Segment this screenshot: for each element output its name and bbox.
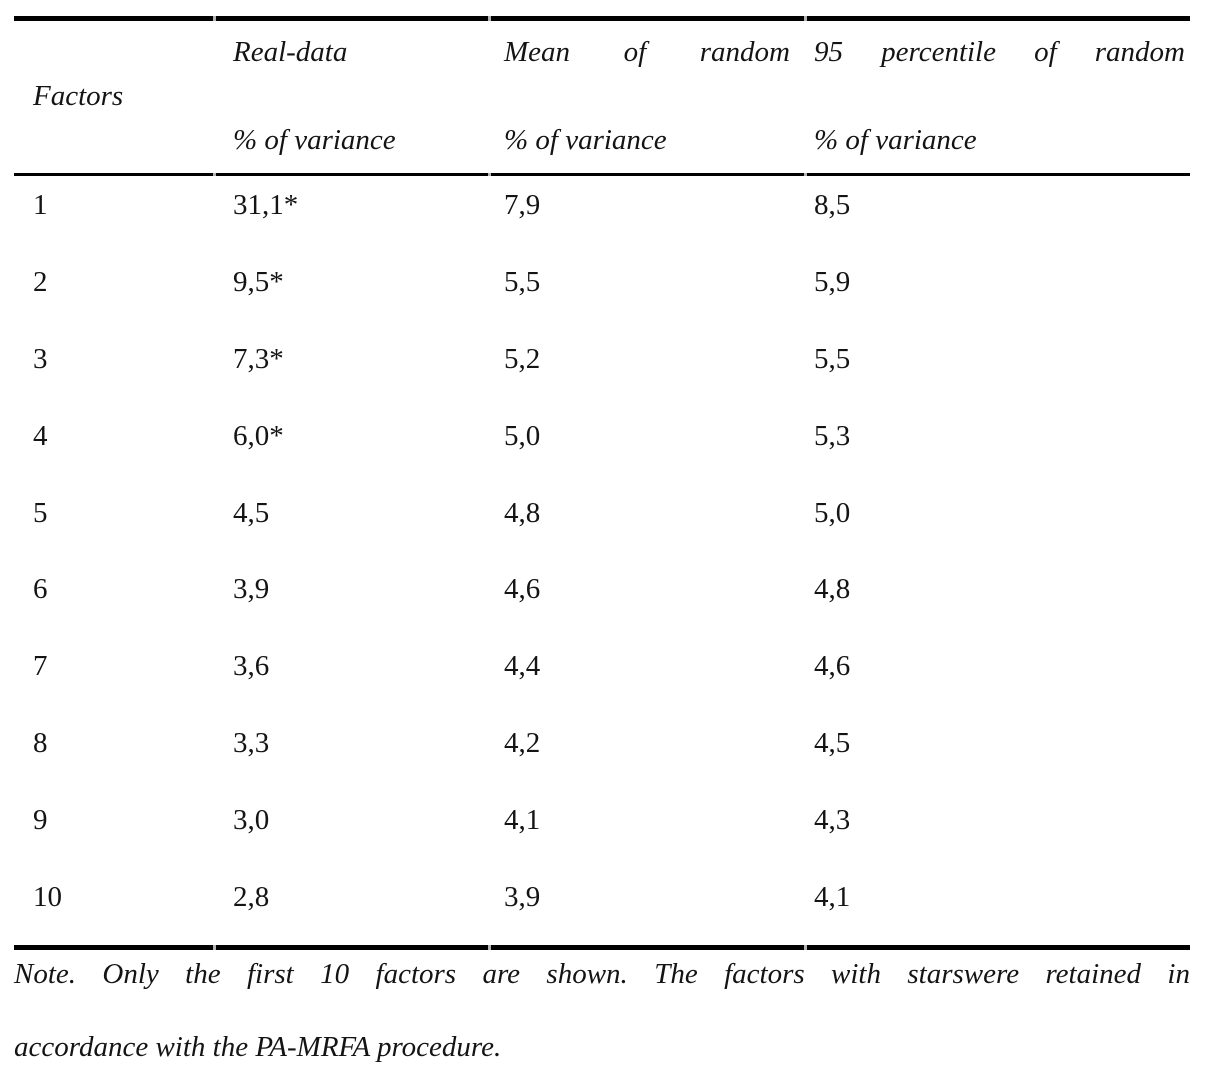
real-data-cell: 3,9 (233, 573, 270, 606)
mean-random-cell: 7,9 (504, 189, 541, 221)
header-label-mean-random: Mean of random (504, 36, 790, 68)
header-label-factors: Factors (33, 80, 124, 112)
table-header-row: Factors Real-data % of variance Mean of … (14, 21, 1190, 173)
column-divider-notch (488, 16, 491, 21)
real-data-cell: 3,0 (233, 804, 270, 837)
factor-cell: 6 (33, 573, 48, 606)
mean-random-cell: 4,4 (504, 650, 541, 683)
parallel-analysis-table: Factors Real-data % of variance Mean of … (14, 16, 1190, 950)
factor-cell: 2 (33, 265, 48, 298)
percentile-cell: 4,5 (814, 727, 851, 760)
header-label-mean-random-variance: % of variance (504, 124, 667, 156)
header-label-95-percentile: 95 percentile of random (814, 36, 1185, 68)
column-divider-notch (804, 173, 807, 176)
percentile-cell: 4,3 (814, 804, 851, 837)
percentile-cell: 5,5 (814, 342, 851, 375)
table-bottom-rule (14, 944, 1190, 950)
header-divider-rule (14, 173, 1190, 176)
table-body: 1 31,1* 7,9 8,5 2 9,5* 5,5 5,9 3 7,3* 5,… (14, 176, 1190, 945)
table-top-rule (14, 16, 1190, 21)
real-data-cell: 9,5* (233, 265, 284, 298)
mean-random-cell: 4,8 (504, 496, 541, 529)
header-cell-factors: Factors (14, 21, 215, 173)
table-row: 1 31,1* 7,9 8,5 (14, 176, 1190, 253)
factor-cell: 4 (33, 419, 48, 452)
percentile-cell: 4,1 (814, 881, 851, 914)
mean-random-cell: 3,9 (504, 881, 541, 914)
percentile-cell: 5,3 (814, 419, 851, 452)
column-divider-notch (488, 173, 491, 176)
factor-cell: 7 (33, 650, 48, 683)
header-label-real-data-variance: % of variance (233, 124, 396, 156)
table-note-line2: accordance with the PA-MRFA procedure. (14, 1031, 502, 1063)
real-data-cell: 4,5 (233, 496, 270, 529)
real-data-cell: 3,6 (233, 650, 270, 683)
column-divider-notch (213, 944, 216, 950)
header-cell-95-percentile: 95 percentile of random % of variance (806, 21, 1190, 173)
mean-random-cell: 4,2 (504, 727, 541, 760)
header-cell-real-data: Real-data % of variance (215, 21, 490, 173)
factor-cell: 8 (33, 727, 48, 760)
real-data-cell: 31,1* (233, 189, 299, 221)
percentile-cell: 4,6 (814, 650, 851, 683)
table-row: 6 3,9 4,6 4,8 (14, 560, 1190, 637)
factor-cell: 5 (33, 496, 48, 529)
percentile-cell: 4,8 (814, 573, 851, 606)
real-data-cell: 7,3* (233, 342, 284, 375)
column-divider-notch (804, 944, 807, 950)
mean-random-cell: 5,5 (504, 265, 541, 298)
real-data-cell: 6,0* (233, 419, 284, 452)
table-row: 5 4,5 4,8 5,0 (14, 484, 1190, 561)
real-data-cell: 3,3 (233, 727, 270, 760)
column-divider-notch (804, 16, 807, 21)
header-label-real-data: Real-data (233, 36, 348, 68)
real-data-cell: 2,8 (233, 881, 270, 914)
table-row: 4 6,0* 5,0 5,3 (14, 407, 1190, 484)
factor-cell: 1 (33, 189, 48, 221)
header-cell-mean-random: Mean of random % of variance (490, 21, 806, 173)
header-label-95-percentile-variance: % of variance (814, 124, 977, 156)
percentile-cell: 5,9 (814, 265, 851, 298)
factor-cell: 10 (33, 881, 62, 914)
table-row: 7 3,6 4,4 4,6 (14, 637, 1190, 714)
percentile-cell: 8,5 (814, 189, 851, 221)
column-divider-notch (488, 944, 491, 950)
table-row: 2 9,5* 5,5 5,9 (14, 253, 1190, 330)
column-divider-notch (213, 173, 216, 176)
mean-random-cell: 4,6 (504, 573, 541, 606)
mean-random-cell: 5,2 (504, 342, 541, 375)
table-row: 3 7,3* 5,2 5,5 (14, 330, 1190, 407)
mean-random-cell: 4,1 (504, 804, 541, 837)
table-row: 10 2,8 3,9 4,1 (14, 868, 1190, 945)
table-row: 9 3,0 4,1 4,3 (14, 791, 1190, 868)
table-note-line1: Note. Only the first 10 factors are show… (14, 958, 1190, 990)
column-divider-notch (213, 16, 216, 21)
table-row: 8 3,3 4,2 4,5 (14, 714, 1190, 791)
factor-cell: 3 (33, 342, 48, 375)
factor-cell: 9 (33, 804, 48, 837)
percentile-cell: 5,0 (814, 496, 851, 529)
mean-random-cell: 5,0 (504, 419, 541, 452)
table-note: Note. Only the first 10 factors are show… (14, 956, 1190, 1065)
